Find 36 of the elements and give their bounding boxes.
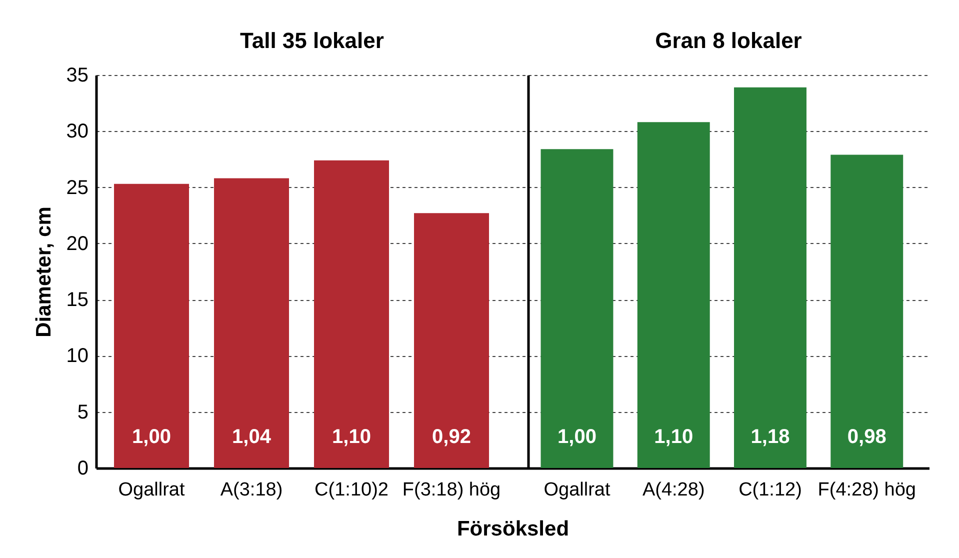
- annotation: 1,00: [558, 426, 596, 448]
- annotation: 1,10: [654, 426, 694, 448]
- bar: [540, 149, 614, 468]
- y-tick-label: 20: [66, 232, 88, 255]
- chart-title: Tall 35 lokaler: [240, 28, 384, 53]
- x-tick-label: F(4:28) hög: [818, 480, 916, 500]
- y-tick-label: 10: [66, 345, 88, 368]
- y-axis-title: Diameter, cm: [32, 206, 56, 338]
- annotation: 1,04: [232, 426, 272, 448]
- x-tick-label: C(1:10)2: [314, 480, 388, 500]
- y-tick-label: 5: [77, 401, 88, 424]
- x-axis-title: Försöksled: [456, 518, 570, 540]
- x-tick-label: Ogallrat: [118, 480, 186, 500]
- bar: [214, 178, 290, 468]
- y-tick-label: 0: [77, 458, 88, 480]
- annotation: 0,92: [432, 426, 471, 448]
- y-tick-label: 35: [66, 64, 88, 86]
- x-tick-label: Ogallrat: [544, 480, 611, 500]
- bar: [114, 184, 190, 468]
- bar: [314, 160, 390, 468]
- x-tick-label: A(3:18): [220, 480, 283, 500]
- x-tick-label: A(4:28): [642, 480, 705, 500]
- bar: [637, 122, 710, 468]
- x-tick-label: C(1:12): [738, 480, 802, 500]
- annotation: 0,98: [847, 426, 886, 448]
- bar: [414, 213, 490, 468]
- chart-title: Gran 8 lokaler: [655, 28, 802, 53]
- annotation: 1,10: [332, 426, 371, 448]
- y-tick-label: 25: [66, 176, 88, 199]
- y-tick-label: 15: [66, 289, 88, 312]
- y-tick-label: 30: [66, 120, 88, 143]
- bar: [830, 154, 904, 468]
- annotation: 1,00: [132, 426, 171, 448]
- x-tick-label: F(3:18) hög: [402, 480, 501, 500]
- bar: [734, 87, 806, 468]
- annotation: 1,18: [750, 426, 790, 448]
